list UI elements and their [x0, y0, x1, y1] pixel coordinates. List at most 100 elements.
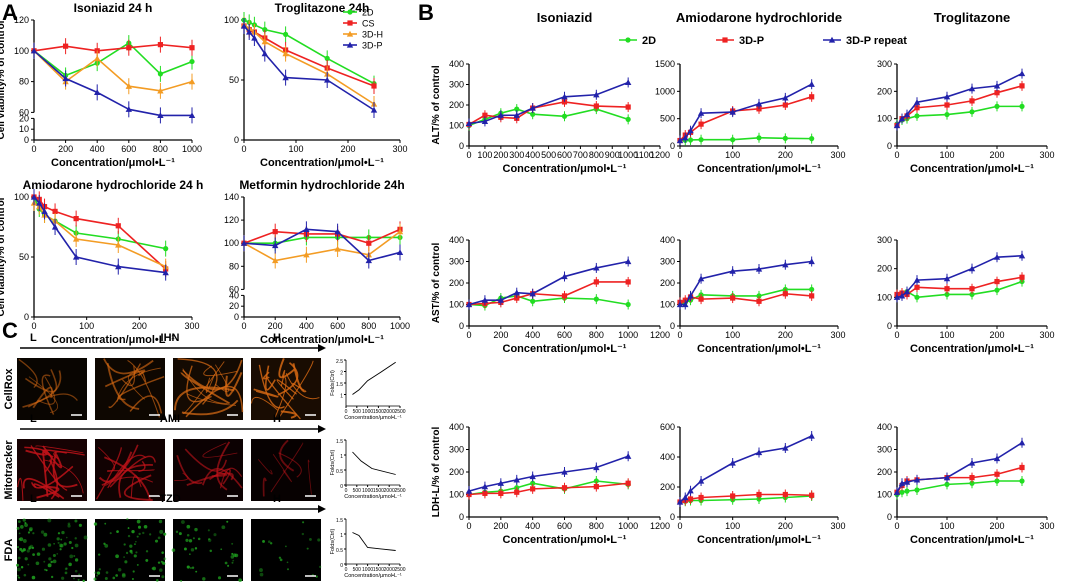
cell-dot: [189, 553, 191, 555]
cell-dot: [68, 540, 72, 545]
data-point-3D-P: [808, 432, 815, 439]
cell-dot: [58, 543, 63, 548]
data-point-3D-P: [593, 91, 600, 98]
x-tick-label: 2500: [394, 567, 405, 573]
data-point-3D-H: [272, 257, 279, 264]
x-tick-label: 100: [939, 521, 954, 531]
series-line-CS: [468, 101, 629, 126]
y-tick-label: 0: [459, 141, 464, 151]
cell-dot: [131, 530, 135, 534]
x-tick-label: 500: [353, 488, 362, 494]
cell-dot: [65, 536, 68, 539]
high-label: H: [273, 413, 281, 425]
cell-dot: [267, 540, 271, 544]
cell-dot: [74, 558, 79, 562]
data-point-3D-P: [529, 290, 536, 297]
x-tick-label: 400: [90, 144, 105, 154]
fibre-stroke: [27, 393, 78, 408]
data-point-CS: [366, 240, 372, 246]
cell-dot: [53, 542, 55, 545]
cell-dot: [24, 521, 27, 525]
fibre-stroke: [53, 451, 85, 460]
fibre-stroke: [280, 369, 286, 387]
stain-label: CellRox: [3, 368, 15, 410]
cell-dot: [74, 543, 79, 548]
cell-dot: [104, 522, 107, 525]
y-tick-label: 1000: [655, 86, 675, 96]
data-point-3D-P: [125, 106, 132, 112]
cell-dot: [71, 546, 74, 550]
cell-dot: [50, 560, 53, 564]
data-point-3D-P: [676, 498, 684, 505]
cell-dot: [109, 532, 112, 535]
cell-dot: [59, 543, 64, 548]
data-point-2D: [1019, 478, 1025, 484]
cell-dot: [22, 518, 26, 522]
data-point-CS: [593, 279, 599, 285]
legend-label-2D: 2D: [362, 8, 374, 18]
data-point-2D: [994, 287, 1000, 293]
series-line-3D-P: [468, 455, 629, 492]
cell-dot: [60, 538, 63, 541]
chart-C3: 0 500 1000 1500 2000 2500 0 0.5 1 1.5 Concentratio…: [330, 518, 406, 579]
cell-dot: [127, 527, 130, 529]
cell-dot: [157, 536, 161, 540]
cell-dot: [56, 553, 59, 555]
data-point-3D-P: [755, 449, 763, 456]
x-tick-label: 100: [725, 330, 740, 340]
data-point-3D-P: [593, 264, 600, 271]
cell-dot: [61, 530, 65, 535]
legend-label-2D: 2D: [642, 35, 656, 47]
data-point-2D: [283, 31, 289, 37]
cell-dot: [209, 549, 213, 553]
cell-dot: [213, 533, 217, 537]
fibre-stroke: [18, 358, 38, 389]
data-point-3D-P: [676, 137, 684, 144]
chart-title: Isoniazid 24 h: [74, 1, 153, 15]
series-line-3D-H: [33, 50, 193, 92]
data-point-CS: [1019, 464, 1025, 471]
data-point-3D-P: [682, 134, 689, 141]
cell-dot: [195, 570, 198, 573]
x-tick-label: 1500: [373, 488, 384, 494]
data-point-CS: [561, 99, 568, 105]
x-tick-label: 1000: [618, 150, 638, 160]
y-tick-label: 400: [660, 452, 675, 462]
cell-dot: [149, 533, 152, 536]
chart-B13: 0 100 200 300 0 100 200 300 Troglitazone Concentr…: [877, 10, 1055, 175]
x-tick-label: 0: [466, 330, 471, 340]
fibre-stroke: [127, 359, 160, 418]
data-point-3D-H: [94, 55, 101, 62]
cell-dot: [124, 560, 128, 564]
fibre-stroke: [128, 370, 145, 400]
series-line-2D: [244, 236, 400, 244]
micrograph: [251, 519, 322, 581]
y-tick-label: 1: [340, 533, 343, 539]
cell-dot: [20, 525, 24, 529]
x-axis-label: Concentration/μmol•L⁻¹: [697, 343, 821, 355]
cell-dot: [96, 574, 98, 577]
data-point-3D-P: [687, 292, 694, 299]
x-tick-label: 200: [132, 321, 147, 331]
x-tick-label: 500: [353, 567, 362, 573]
cell-dot: [302, 521, 305, 524]
series-line-2D: [468, 295, 629, 307]
data-point-3D-P: [903, 111, 911, 118]
cell-dot: [180, 579, 183, 582]
panel-letter-b: B: [418, 0, 434, 25]
data-point-3D-H: [157, 87, 164, 94]
x-axis-label: Concentration/μmol•L⁻¹: [344, 415, 402, 421]
data-point-2D: [530, 298, 536, 304]
cell-dot: [115, 554, 119, 559]
cell-dot: [20, 565, 24, 569]
legend-b: 2D 3D-P 3D-P repeat: [619, 35, 907, 47]
cell-dot: [194, 527, 198, 532]
cell-dot: [82, 579, 85, 583]
x-tick-label: 800: [589, 521, 604, 531]
high-label: H: [273, 332, 281, 344]
cell-dot: [65, 567, 68, 570]
x-tick-label: 1100: [634, 150, 653, 160]
data-point-CS: [809, 293, 815, 299]
cell-dot: [18, 538, 22, 541]
